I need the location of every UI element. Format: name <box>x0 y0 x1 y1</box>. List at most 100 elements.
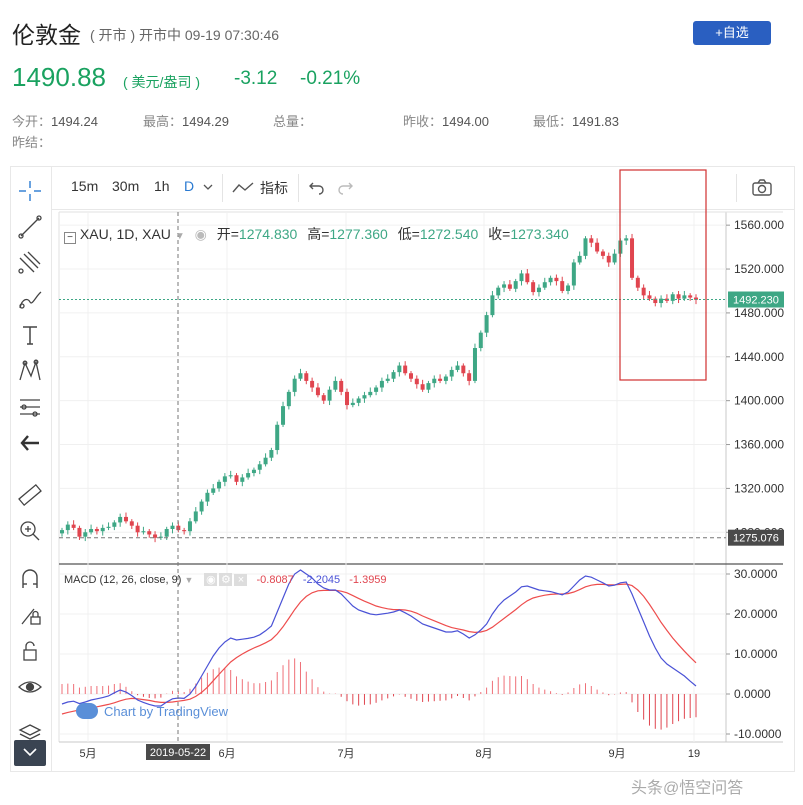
last-price-label: 1492.230 <box>733 294 779 306</box>
candle-body <box>414 378 419 385</box>
candle-body <box>246 473 251 478</box>
candle-body <box>531 282 536 293</box>
interval-30m[interactable]: 30m <box>112 178 140 194</box>
collapse-icon[interactable]: − <box>64 232 76 244</box>
measure-lines-icon[interactable] <box>14 392 46 422</box>
candle-body <box>286 391 291 407</box>
candle-body <box>193 511 198 522</box>
layers-icon[interactable] <box>14 718 46 748</box>
candle-body <box>141 531 146 533</box>
gear-icon[interactable]: ⚙ <box>219 573 233 586</box>
candle-body <box>339 380 344 392</box>
candle-body <box>251 469 256 474</box>
interval-d[interactable]: D <box>184 178 195 194</box>
open-label: 开= <box>216 226 239 242</box>
zoom-icon[interactable] <box>14 516 46 546</box>
arrow-left-icon[interactable] <box>14 428 46 458</box>
candle-body <box>595 242 600 252</box>
candle-body <box>612 253 617 263</box>
candle-body <box>571 262 576 286</box>
magnet-icon[interactable] <box>14 564 46 594</box>
highlight-box <box>619 169 707 381</box>
candle-body <box>356 398 361 403</box>
candle-body <box>443 376 448 381</box>
eye-icon[interactable] <box>14 672 46 702</box>
chevron-down-icon[interactable]: ▼ <box>174 231 185 242</box>
candle-body <box>560 281 565 291</box>
candle-body <box>234 475 239 482</box>
brush-icon[interactable] <box>14 284 46 314</box>
low-value: 1272.540 <box>419 226 479 242</box>
toolbar-divider <box>736 174 737 202</box>
add-watchlist-button[interactable]: +自选 <box>693 21 771 45</box>
candle-body <box>112 522 117 527</box>
unlock-icon[interactable] <box>14 636 46 666</box>
low-label: 低= <box>397 226 420 242</box>
candle-body <box>205 492 210 502</box>
indicators-button[interactable]: 指标 <box>260 180 288 196</box>
interval-1h[interactable]: 1h <box>154 178 170 194</box>
macd-tick-label: 10.0000 <box>734 647 778 661</box>
candle-body <box>548 277 553 283</box>
candle-body <box>484 315 489 333</box>
chevron-down-icon[interactable] <box>14 740 46 766</box>
candle-body <box>659 298 664 304</box>
candle-body <box>600 251 605 256</box>
trend-line-icon[interactable] <box>14 212 46 242</box>
candle-body <box>106 526 111 528</box>
fib-tool-icon[interactable] <box>14 248 46 278</box>
candle-body <box>65 524 70 531</box>
stat-high: 最高：1494.29 <box>143 114 230 129</box>
watermark: 头条@悟空问答 <box>631 774 743 798</box>
macd-hist-value: -0.8087 <box>256 574 294 586</box>
candle-body <box>170 525 175 529</box>
candle-body <box>71 524 76 528</box>
watermark-text: 头条@悟空问答 <box>631 780 744 797</box>
macd-lines <box>61 569 697 715</box>
candle-body <box>426 383 431 390</box>
candle-body <box>420 384 425 390</box>
eye-icon[interactable]: ◉ <box>204 573 218 586</box>
candle-body <box>315 387 320 396</box>
candlesticks <box>60 233 698 543</box>
market-state: ( 开市 ) 开市中 09-19 07:30:46 <box>90 27 280 43</box>
crosshair-price-tag <box>728 529 784 546</box>
stat-volume: 总量： <box>273 114 313 129</box>
camera-icon[interactable] <box>751 178 773 196</box>
candle-body <box>257 464 262 470</box>
ruler-icon[interactable] <box>14 480 46 510</box>
candle-body <box>647 295 652 299</box>
candle-body <box>577 255 582 263</box>
stat-prev-settle: 昨结： <box>12 135 52 150</box>
eye-icon[interactable]: ◉ <box>194 226 207 242</box>
interval-15m[interactable]: 15m <box>71 178 99 194</box>
text-tool-icon[interactable] <box>14 320 46 350</box>
undo-icon[interactable] <box>308 179 326 195</box>
price-change: -3.12 <box>234 68 278 89</box>
candle-body <box>368 391 373 396</box>
candle-body <box>403 365 408 374</box>
pattern-icon[interactable] <box>14 356 46 386</box>
price-tick-label: 1520.000 <box>734 262 784 276</box>
time-axis-label: 6月 <box>218 748 235 760</box>
candle-body <box>147 531 152 535</box>
close-icon[interactable]: × <box>234 574 248 586</box>
candle-body <box>304 373 309 381</box>
candle-body <box>211 488 216 493</box>
candle-body <box>641 287 646 296</box>
chevron-down-icon[interactable]: ▼ <box>184 575 194 585</box>
redo-icon[interactable] <box>336 179 354 195</box>
candle-body <box>269 450 274 458</box>
candle-body <box>379 380 384 388</box>
chevron-down-icon[interactable] <box>202 182 214 192</box>
indicator-wave-icon[interactable] <box>232 180 254 196</box>
candle-body <box>321 395 326 401</box>
candle-body <box>566 285 571 291</box>
candle-body <box>77 527 82 537</box>
candle-body <box>606 255 611 263</box>
tradingview-attribution[interactable]: Chart by TradingView <box>76 703 228 719</box>
candle-body <box>374 387 379 392</box>
lock-drawing-icon[interactable] <box>14 600 46 630</box>
crosshair-icon[interactable] <box>14 176 46 206</box>
